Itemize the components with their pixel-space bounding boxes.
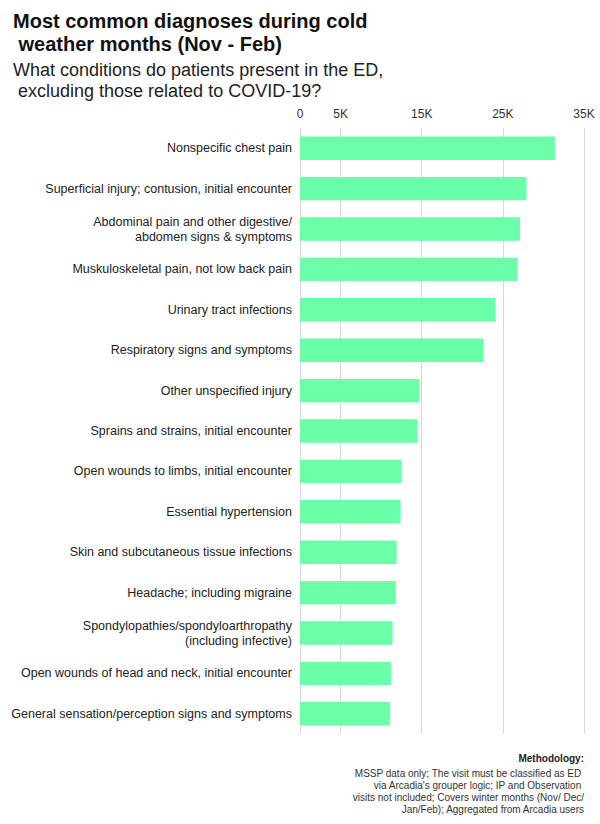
svg-text:Other unspecified injury: Other unspecified injury [161,384,293,398]
svg-text:via Arcadia's grouper logic; I: via Arcadia's grouper logic; IP and Obse… [374,780,584,791]
svg-text:Urinary tract infections: Urinary tract infections [168,303,292,317]
svg-text:15K: 15K [411,107,432,121]
svg-text:Open wounds of head and neck,: Open wounds of head and neck, initial en… [21,666,292,680]
svg-text:excluding those related to COV: excluding those related to COVID-19? [13,81,321,101]
svg-text:(including infective): (including infective) [185,634,292,648]
svg-text:Muskuloskeletal pain, not low: Muskuloskeletal pain, not low back pain [72,262,292,276]
svg-text:Sprains and strains, initial e: Sprains and strains, initial encounter [90,424,292,438]
svg-text:35K: 35K [573,107,594,121]
svg-text:Nonspecific chest pain: Nonspecific chest pain [167,141,292,155]
svg-text:MSSP data only; The visit must: MSSP data only; The visit must be classi… [355,768,584,779]
svg-text:Skin and subcutaneous tissue i: Skin and subcutaneous tissue infections [70,545,292,559]
svg-text:abdomen signs & symptoms: abdomen signs & symptoms [135,230,292,244]
svg-text:Essential hypertension: Essential hypertension [166,505,292,519]
svg-text:What conditions do patients pr: What conditions do patients present in t… [13,60,383,80]
svg-text:Respiratory signs and symptoms: Respiratory signs and symptoms [111,343,292,357]
svg-text:Superficial injury; contusion,: Superficial injury; contusion, initial e… [45,182,292,196]
svg-text:Headache; including migraine: Headache; including migraine [127,586,292,600]
svg-text:5K: 5K [333,107,348,121]
svg-text:weather months (Nov - Feb): weather months (Nov - Feb) [13,33,282,55]
svg-text:Spondylopathies/spondyloarthro: Spondylopathies/spondyloarthropathy [83,619,293,633]
svg-text:25K: 25K [492,107,513,121]
svg-text:visits not included; Covers wi: visits not included; Covers winter month… [353,792,584,803]
svg-text:Most common diagnoses during c: Most common diagnoses during cold [13,10,367,32]
svg-text:Open wounds to limbs, initial: Open wounds to limbs, initial encounter [74,464,292,478]
svg-text:Jan/Feb); Aggregated from Arca: Jan/Feb); Aggregated from Arcadia users [402,804,584,815]
svg-text:0: 0 [297,107,304,121]
svg-text:Methodology:: Methodology: [518,753,584,764]
svg-text:Abdominal pain and other diges: Abdominal pain and other digestive/ [93,215,292,229]
svg-text:General sensation/perception s: General sensation/perception signs and s… [11,707,292,721]
